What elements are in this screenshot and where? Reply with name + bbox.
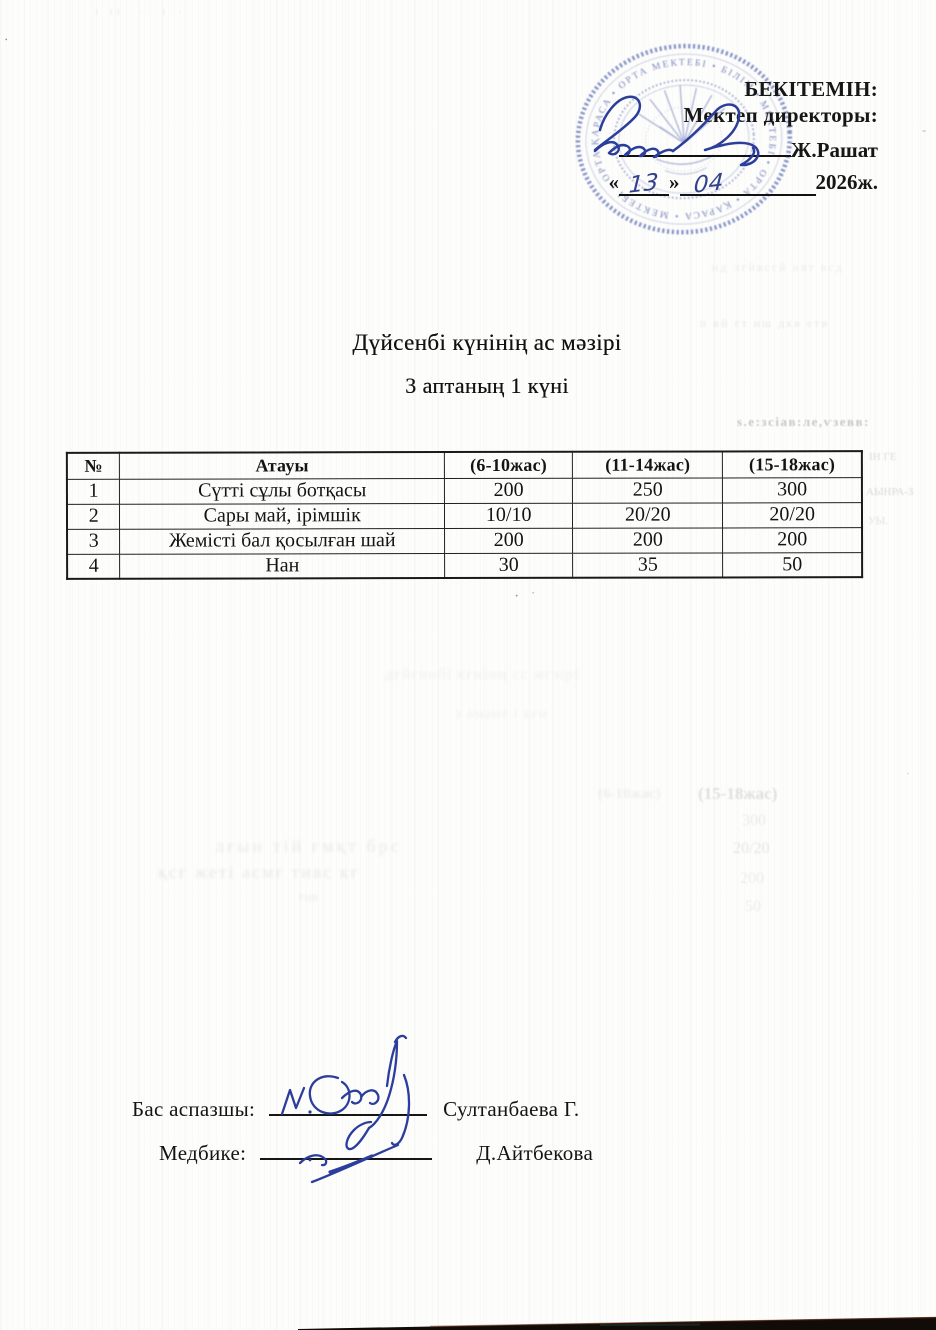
director-name-row: Ж.Рашат: [609, 137, 878, 163]
director-signature-line: [618, 137, 791, 157]
table-cell: 2: [66, 503, 120, 529]
table-cell: 200: [444, 527, 573, 554]
column-header-name: Атауы: [119, 452, 445, 479]
approval-date-row: «13» 04 2026ж.: [608, 168, 878, 199]
bleedthrough-text: 20/20: [733, 840, 770, 857]
table-header-row: № Атауы (6-10жас) (11-14жас) (15-18жас): [66, 451, 862, 479]
table-cell: 30: [444, 552, 573, 579]
menu-table: № Атауы (6-10жас) (11-14жас) (15-18жас) …: [65, 450, 864, 580]
menu-title: Дүйсенбі күнінің ас мәзірі: [352, 330, 622, 355]
table-cell: 200: [572, 527, 723, 553]
bleedthrough-text: лғын тій ғмқт брс: [215, 836, 402, 856]
date-day-slot: 13: [619, 169, 670, 199]
bleedthrough-text: ·: [514, 588, 520, 605]
approval-role-line: Мектеп директоры:: [683, 103, 878, 127]
bleedthrough-text: УЫ.: [868, 515, 889, 527]
table-row: 4 Нан 30 35 50: [67, 552, 863, 579]
bleedthrough-text: ІН ГЕ: [869, 451, 897, 463]
chef-name: Султанбаева Г.: [443, 1097, 580, 1121]
stamp-center-ring: [645, 106, 723, 172]
bleedthrough-text: •: [5, 36, 8, 44]
table-cell: Жемісті бал қосылған шай: [119, 528, 445, 554]
bleedthrough-text: АЫНРА-З: [866, 486, 914, 498]
bleedthrough-text: ·: [531, 585, 536, 600]
stamp-outer-thin-ring: [585, 53, 783, 225]
table-cell: Нан: [119, 553, 445, 579]
approval-title: БЕКІТЕМІН:: [744, 77, 878, 101]
nurse-name: Д.Айтбекова: [476, 1141, 594, 1165]
table-cell: Сары май, ірімшік: [119, 503, 445, 529]
bleedthrough-text: (15-18жас): [698, 784, 778, 803]
bleedthrough-text: п вй гт нш дкв етв: [700, 316, 830, 330]
table-cell: 200: [444, 477, 573, 504]
quote-open: «: [608, 170, 620, 194]
column-header-age-11-14: (11-14жас): [572, 451, 723, 478]
bleedthrough-text: ·: [906, 766, 910, 780]
menu-table-body: 1 Сүтті сұлы ботқасы 200 250 300 2 Сары май, і…: [66, 477, 863, 579]
bleedthrough-text: 300: [742, 812, 766, 829]
scan-edge-artifact: [298, 1316, 936, 1330]
stamp-emblem-arc: [655, 154, 715, 165]
nurse-signature-row: Медбике: Д.Айтбекова: [159, 1140, 593, 1166]
table-row: 2 Сары май, ірімшік 10/10 20/20 20/20: [66, 502, 863, 529]
column-header-age-6-10: (6-10жас): [444, 451, 573, 479]
bleedthrough-text: -: [922, 122, 927, 137]
bleedthrough-text: нд лғйвссй нвт всд: [712, 260, 844, 274]
table-cell: 35: [572, 552, 723, 578]
chef-signature-line: [269, 1096, 428, 1116]
bleedthrough-text: ɪ ɪɪ˙ ·˙ ɪ˙·: [95, 4, 186, 18]
stamp-emblem-arc-2: [664, 167, 708, 175]
chef-label: Бас аспазшы:: [132, 1097, 256, 1121]
bleedthrough-text: з аманғ і кғн: [455, 706, 548, 722]
bleedthrough-text: қсғ жеті асмғ тивс кғ: [158, 862, 360, 882]
table-cell: 3: [67, 528, 120, 554]
bleedthrough-text: дғйсвнбі кғнінң сс мғзірі: [385, 666, 580, 683]
table-cell: Сүтті сұлы ботқасы: [119, 478, 445, 504]
table-row: 3 Жемісті бал қосылған шай 200 200 200: [67, 527, 863, 554]
director-name: Ж.Рашат: [790, 138, 878, 162]
approval-block: БЕКІТЕМІН: Мектеп директоры: Ж.Рашат «13…: [608, 76, 878, 199]
table-cell: 200: [722, 527, 863, 553]
stamp-outer-bead-ring: [575, 43, 793, 235]
date-year: 2026ж.: [815, 170, 878, 194]
table-cell: 10/10: [444, 502, 573, 529]
table-row: 1 Сүтті сұлы ботқасы 200 250 300: [66, 477, 862, 504]
bleedthrough-text: тнв: [298, 890, 319, 905]
table-cell: 50: [722, 552, 863, 578]
chef-signature-row: Бас аспазшы: Султанбаева Г.: [132, 1096, 579, 1122]
column-header-age-15-18: (15-18жас): [722, 451, 862, 478]
table-cell: 20/20: [722, 502, 863, 528]
bleedthrough-text: ѕ.е:зсіав:ле,ѵзевв:: [737, 414, 870, 429]
table-cell: 4: [67, 553, 121, 579]
quote-close: »: [669, 170, 680, 194]
nurse-signature-line: [260, 1140, 433, 1160]
bleedthrough-text: 50: [745, 898, 761, 915]
stamp-inner-thin-ring: [618, 84, 750, 194]
stamp-inner-bead-ring: [612, 79, 755, 200]
bleedthrough-text: (6-10жас): [598, 786, 661, 802]
table-cell: 250: [572, 477, 723, 503]
table-cell: 20/20: [572, 502, 723, 528]
chef-sig-initial: [280, 1086, 306, 1116]
table-cell: 300: [722, 477, 862, 503]
director-signature: [593, 95, 760, 167]
menu-title-block: Дүйсенбі күнінің ас мәзірі 3 аптаның 1 к…: [38, 330, 936, 399]
nurse-label: Медбике:: [159, 1141, 247, 1165]
column-header-number: №: [66, 452, 120, 479]
bleedthrough-text: 200: [740, 870, 764, 887]
date-month-slot: 04: [679, 169, 816, 199]
handwritten-signatures: [280, 1034, 411, 1184]
table-cell: 1: [66, 478, 120, 504]
menu-subtitle: 3 аптаның 1 күні: [405, 373, 569, 398]
